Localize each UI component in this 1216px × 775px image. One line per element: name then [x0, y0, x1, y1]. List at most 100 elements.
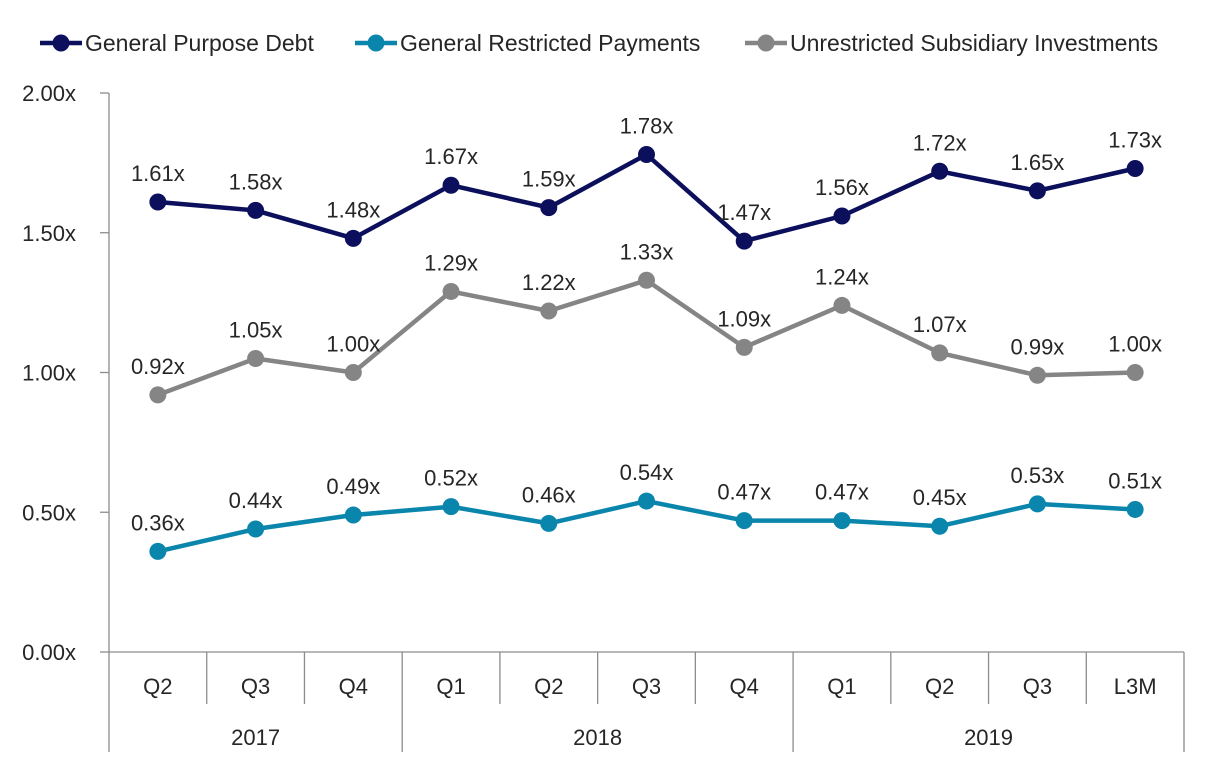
- data-label: 0.49x: [326, 474, 380, 499]
- data-point: [833, 296, 851, 314]
- data-label: 1.78x: [620, 113, 674, 138]
- y-tick-label: 2.00x: [22, 81, 76, 106]
- data-label: 0.44x: [229, 488, 283, 513]
- data-label: 1.56x: [815, 175, 869, 200]
- data-point: [344, 506, 362, 524]
- x-category-label: L3M: [1114, 674, 1157, 699]
- legend-label: General Purpose Debt: [85, 30, 314, 56]
- legend-marker: [367, 34, 385, 52]
- data-point: [344, 229, 362, 247]
- data-point: [1028, 366, 1046, 384]
- data-label: 0.46x: [522, 482, 576, 507]
- legend-item: General Purpose Debt: [40, 30, 314, 56]
- y-tick-label: 0.00x: [22, 640, 76, 665]
- data-point: [735, 338, 753, 356]
- data-label: 1.29x: [424, 250, 478, 275]
- x-category-label: Q3: [1023, 674, 1052, 699]
- data-point: [442, 282, 460, 300]
- data-point: [931, 162, 949, 180]
- y-axis: 0.00x 0.50x 1.00x 1.50x 2.00x: [22, 81, 110, 665]
- data-label: 1.00x: [326, 332, 380, 357]
- data-point: [247, 201, 265, 219]
- x-category-label: Q1: [827, 674, 856, 699]
- legend-marker: [52, 34, 70, 52]
- data-label: 1.72x: [913, 130, 967, 155]
- legend-item: Unrestricted Subsidiary Investments: [745, 30, 1158, 56]
- data-label: 1.73x: [1108, 127, 1162, 152]
- data-point: [638, 145, 655, 163]
- x-category-label: Q1: [436, 674, 465, 699]
- data-point: [540, 302, 558, 320]
- y-tick-label: 0.50x: [22, 500, 76, 525]
- data-label: 1.59x: [522, 167, 576, 192]
- data-label: 1.47x: [717, 200, 771, 225]
- x-category-label: Q2: [534, 674, 563, 699]
- data-point: [931, 344, 949, 362]
- data-point: [247, 350, 265, 368]
- data-label: 1.24x: [815, 264, 869, 289]
- legend: General Purpose Debt General Restricted P…: [40, 30, 1158, 56]
- data-point: [735, 512, 753, 530]
- data-label: 1.22x: [522, 270, 576, 295]
- data-point: [540, 514, 558, 532]
- x-category-label: Q4: [730, 674, 759, 699]
- series-1: 0.36x 0.44x 0.49x 0.52x 0.46x 0.54x 0.47x 0.47x…: [131, 460, 1162, 560]
- data-label: 0.45x: [913, 485, 967, 510]
- data-label: 0.52x: [424, 466, 478, 491]
- data-label: 1.07x: [913, 312, 967, 337]
- data-point: [1028, 182, 1046, 200]
- data-point: [247, 520, 265, 538]
- series-0: 1.61x 1.58x 1.48x 1.67x 1.59x 1.78x 1.47x 1.56x…: [131, 113, 1162, 250]
- y-tick-label: 1.00x: [22, 361, 76, 386]
- data-point: [735, 232, 753, 250]
- x-group-label: 2017: [231, 725, 280, 750]
- data-label: 0.53x: [1010, 463, 1064, 488]
- data-point: [833, 207, 851, 225]
- data-point: [344, 364, 362, 381]
- x-category-label: Q2: [143, 674, 172, 699]
- data-label: 1.67x: [424, 144, 478, 169]
- x-group-label: 2019: [964, 725, 1013, 750]
- series-2: 0.92x 1.05x 1.00x 1.29x 1.22x 1.33x 1.09x 1.24x…: [131, 239, 1162, 404]
- data-label: 1.65x: [1010, 150, 1064, 175]
- data-point: [442, 176, 460, 194]
- data-point: [1126, 159, 1144, 177]
- data-point: [149, 386, 167, 404]
- legend-item: General Restricted Payments: [355, 30, 700, 56]
- data-label: 0.51x: [1108, 468, 1162, 493]
- data-point: [442, 498, 460, 516]
- x-axis: Q2 Q3 Q4 Q1 Q2 Q3 Q4 Q1 Q2 Q3 L3M 2017 2018 2019: [108, 651, 1185, 752]
- data-point: [638, 492, 655, 510]
- data-label: 0.47x: [717, 480, 771, 505]
- data-label: 0.54x: [620, 460, 674, 485]
- data-point: [540, 199, 558, 217]
- data-label: 0.47x: [815, 480, 869, 505]
- series-layer: 1.61x 1.58x 1.48x 1.67x 1.59x 1.78x 1.47x 1.56x…: [131, 113, 1162, 560]
- data-label: 1.33x: [620, 239, 674, 264]
- data-point: [149, 542, 167, 560]
- data-point: [833, 512, 851, 530]
- data-label: 1.00x: [1108, 332, 1162, 357]
- data-point: [1126, 364, 1144, 381]
- data-label: 1.48x: [326, 197, 380, 222]
- series-line: [157, 152, 1136, 244]
- x-category-label: Q3: [241, 674, 270, 699]
- data-label: 1.09x: [717, 306, 771, 331]
- data-point: [931, 517, 949, 535]
- data-label: 0.36x: [131, 510, 185, 535]
- legend-marker: [757, 34, 775, 52]
- data-point: [638, 271, 655, 289]
- series-line: [157, 278, 1136, 398]
- x-category-label: Q2: [925, 674, 954, 699]
- x-category-label: Q3: [632, 674, 661, 699]
- data-label: 0.99x: [1010, 334, 1064, 359]
- data-label: 0.92x: [131, 354, 185, 379]
- data-point: [1028, 495, 1046, 513]
- data-label: 1.05x: [229, 318, 283, 343]
- data-label: 1.58x: [229, 169, 283, 194]
- legend-label: Unrestricted Subsidiary Investments: [790, 30, 1158, 56]
- data-point: [1126, 500, 1144, 518]
- x-group-label: 2018: [573, 725, 622, 750]
- x-category-label: Q4: [339, 674, 368, 699]
